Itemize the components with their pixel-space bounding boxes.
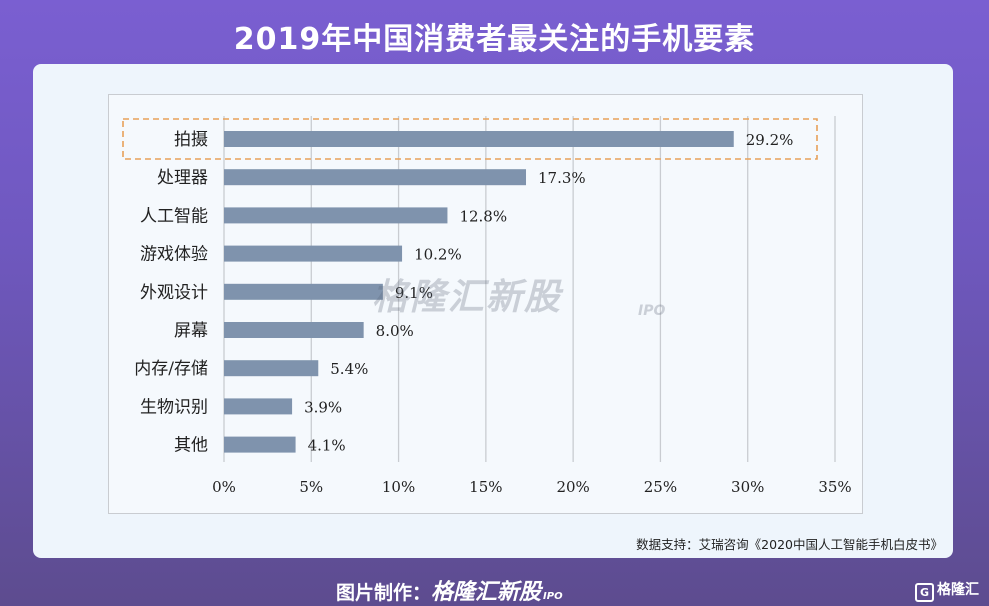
category-label: 内存/存储 (134, 359, 208, 379)
footer-label: 图片制作： (336, 582, 432, 604)
data-label: 4.1% (308, 437, 346, 455)
data-label: 9.1% (395, 284, 433, 302)
x-tick-label: 15% (469, 478, 502, 496)
category-label: 拍摄 (174, 130, 208, 150)
x-tick-label: 0% (212, 478, 236, 496)
bar (224, 322, 364, 338)
corner-logo: G 格隆汇 (915, 579, 979, 602)
watermark-text: 格隆汇新股 (372, 277, 563, 318)
bar (224, 283, 383, 300)
footer-ipo: IPO (543, 591, 563, 602)
footer-credit: 图片制作：格隆汇新股 IPO (336, 574, 563, 606)
data-label: 3.9% (304, 398, 342, 416)
data-label: 12.8% (459, 207, 507, 225)
highlight-box (122, 118, 818, 160)
x-tick-label: 30% (731, 478, 764, 496)
bar (224, 131, 734, 147)
category-label: 处理器 (157, 168, 208, 188)
watermark-ipo: IPO (638, 303, 666, 319)
page-title: 2019年中国消费者最关注的手机要素 (233, 22, 756, 57)
bar (224, 207, 448, 224)
category-label: 其他 (174, 436, 208, 456)
category-label: 外观设计 (140, 283, 208, 303)
x-tick-label: 20% (556, 478, 589, 496)
source-note: 数据支持：艾瑞咨询《2020中国人工智能手机白皮书》 (636, 537, 943, 552)
bar (224, 245, 403, 262)
bar (224, 436, 296, 453)
footer-brand: 格隆汇新股 (431, 580, 542, 605)
bar (224, 360, 319, 377)
category-label: 游戏体验 (140, 245, 208, 265)
category-label: 屏幕 (174, 321, 208, 341)
data-label: 5.4% (330, 360, 368, 378)
bar (224, 169, 527, 186)
category-label: 人工智能 (140, 206, 208, 226)
x-tick-label: 25% (644, 478, 677, 496)
data-label: 8.0% (376, 322, 414, 340)
data-label: 10.2% (414, 246, 462, 264)
bar (224, 398, 293, 415)
category-label: 生物识别 (140, 397, 208, 417)
x-tick-label: 35% (818, 478, 851, 496)
x-tick-label: 10% (382, 478, 415, 496)
x-tick-label: 5% (299, 478, 323, 496)
data-label: 29.2% (746, 131, 794, 149)
logo-text: 格隆汇 (937, 582, 979, 598)
logo-icon: G (915, 583, 934, 602)
data-label: 17.3% (538, 169, 586, 187)
